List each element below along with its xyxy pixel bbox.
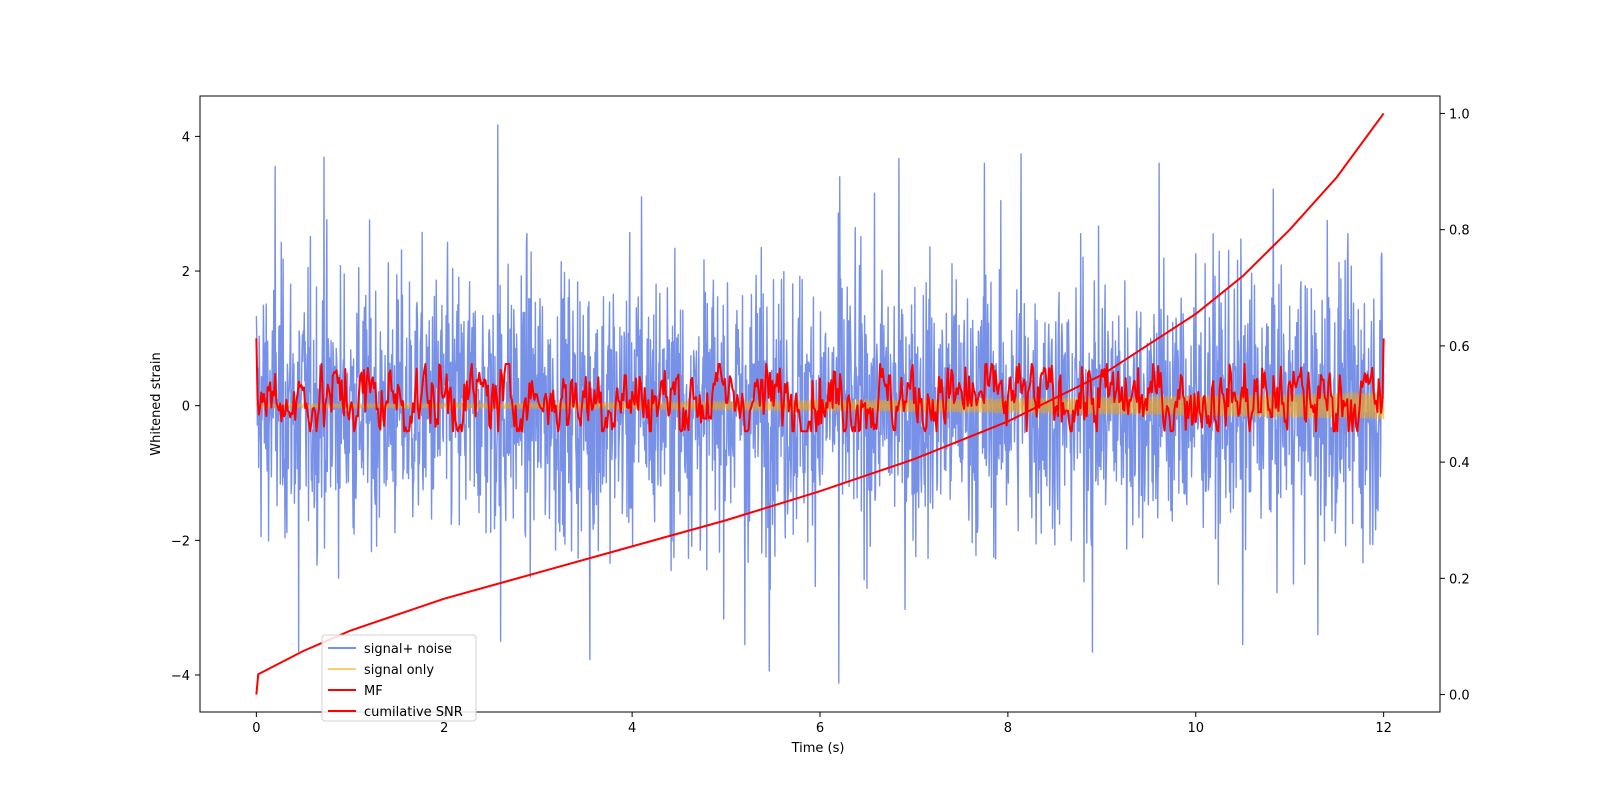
legend-label: MF (364, 684, 383, 699)
legend-label: cumilative SNR (364, 705, 463, 720)
y2-axis-ticks: 0.0 0.2 0.4 0.6 0.8 1.0 (1440, 107, 1470, 704)
x-axis-label: Time (s) (791, 741, 845, 756)
y2-tick-label: 0.0 (1449, 689, 1470, 704)
y-tick-label: 4 (182, 130, 190, 145)
series-signal-plus-noise (255, 124, 1385, 684)
x-tick-label: 10 (1187, 721, 1204, 736)
y-tick-label: 0 (182, 400, 190, 415)
y2-tick-label: 0.2 (1449, 572, 1470, 587)
y-axis-ticks: −4 −2 0 2 4 (171, 130, 200, 684)
series-mf (255, 338, 1385, 433)
legend-label: signal+ noise (364, 642, 452, 657)
y-axis-label: Whitened strain (149, 352, 164, 455)
x-tick-label: 8 (1004, 721, 1012, 736)
y2-tick-label: 0.8 (1449, 224, 1470, 239)
y2-tick-label: 1.0 (1449, 107, 1470, 122)
y-tick-label: −4 (171, 669, 190, 684)
x-tick-label: 12 (1375, 721, 1392, 736)
y2-tick-label: 0.4 (1449, 456, 1470, 471)
legend-box (321, 634, 477, 722)
x-tick-label: 2 (440, 721, 448, 736)
x-tick-label: 4 (628, 721, 636, 736)
legend: signal+ noise signal only MF cumilative SNR (321, 634, 477, 722)
legend-label: signal only (364, 663, 434, 678)
x-tick-label: 6 (816, 721, 824, 736)
x-tick-label: 0 (252, 721, 260, 736)
y-tick-label: 2 (182, 265, 190, 280)
x-axis-ticks: 0 2 4 6 8 10 12 (252, 712, 1392, 736)
y-tick-label: −2 (171, 534, 190, 549)
y2-tick-label: 0.6 (1449, 340, 1470, 355)
